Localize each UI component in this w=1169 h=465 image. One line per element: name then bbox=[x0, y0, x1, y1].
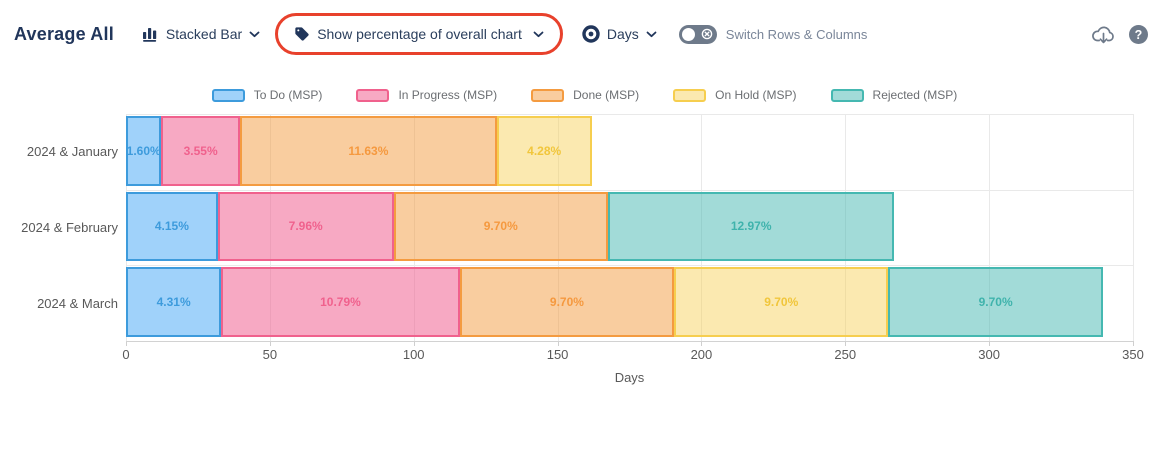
gridline-x bbox=[1133, 114, 1134, 341]
legend-label: Done (MSP) bbox=[573, 88, 640, 102]
legend-swatch-icon bbox=[531, 88, 565, 102]
axis-tick bbox=[413, 341, 415, 346]
chart-type-dropdown[interactable]: Stacked Bar bbox=[142, 26, 260, 42]
bar-percent-label: 1.60% bbox=[126, 143, 161, 158]
bar-segment[interactable]: 1.60% bbox=[126, 116, 162, 186]
gridline-x bbox=[989, 114, 991, 341]
legend-swatch-icon bbox=[356, 88, 390, 102]
legend-item[interactable]: Rejected (MSP) bbox=[830, 88, 958, 102]
switch-rows-columns-label: Switch Rows & Columns bbox=[725, 26, 868, 42]
svg-text:?: ? bbox=[1135, 28, 1143, 42]
toggle-off-x-icon bbox=[701, 28, 713, 40]
x-tick-label: 0 bbox=[122, 347, 130, 362]
axis-tick bbox=[126, 341, 127, 346]
legend-label: To Do (MSP) bbox=[253, 88, 323, 102]
percentage-mode-label: Show percentage of overall chart bbox=[317, 26, 522, 42]
bar-segment[interactable]: 11.63% bbox=[239, 116, 497, 186]
bar-segment[interactable]: 10.79% bbox=[221, 267, 460, 337]
bar-percent-label: 4.28% bbox=[527, 143, 562, 158]
question-mark-icon: ? bbox=[1129, 24, 1148, 44]
axis-tick bbox=[701, 341, 703, 346]
row-label: 2024 & March bbox=[37, 295, 118, 311]
bar-percent-label: 12.97% bbox=[730, 219, 772, 234]
switch-rows-columns-group: Switch Rows & Columns bbox=[678, 24, 868, 44]
axis-tick bbox=[845, 341, 847, 346]
chevron-down-icon bbox=[533, 31, 544, 37]
bar-chart-icon bbox=[142, 28, 157, 42]
help-button[interactable]: ? bbox=[1128, 24, 1149, 45]
chart-type-label: Stacked Bar bbox=[165, 26, 243, 42]
bar-segment[interactable]: 12.97% bbox=[607, 191, 895, 262]
legend-swatch-icon bbox=[211, 88, 245, 102]
legend-swatch-icon bbox=[830, 88, 864, 102]
tag-icon bbox=[295, 27, 309, 41]
axis-tick bbox=[1133, 341, 1134, 346]
bar-percent-label: 3.55% bbox=[183, 143, 218, 158]
x-tick-label: 50 bbox=[262, 347, 278, 362]
bar-segment[interactable]: 9.70% bbox=[459, 267, 675, 337]
percentage-mode-dropdown[interactable]: Show percentage of overall chart bbox=[294, 26, 544, 42]
bar-percent-label: 9.70% bbox=[549, 295, 584, 310]
gridline-y bbox=[126, 189, 1133, 191]
toolbar: Average All Stacked Bar Show percentage … bbox=[0, 0, 1169, 68]
x-tick-label: 300 bbox=[978, 347, 1000, 362]
x-axis-title: Days bbox=[614, 370, 645, 385]
export-button[interactable] bbox=[1091, 24, 1116, 45]
legend-label: On Hold (MSP) bbox=[715, 88, 797, 102]
row-label: 2024 & February bbox=[21, 219, 118, 235]
bar-segment[interactable]: 9.70% bbox=[888, 267, 1103, 337]
gridline-y bbox=[126, 341, 1133, 342]
gridline-y bbox=[126, 265, 1133, 267]
x-tick-label: 200 bbox=[690, 347, 713, 362]
bar-percent-label: 7.96% bbox=[288, 219, 323, 234]
axis-tick bbox=[989, 341, 991, 346]
toggle-knob-icon bbox=[681, 27, 695, 41]
legend-item[interactable]: To Do (MSP) bbox=[211, 88, 323, 102]
axis-tick bbox=[557, 341, 559, 346]
x-tick-label: 350 bbox=[1122, 347, 1144, 362]
bar-percent-label: 4.31% bbox=[156, 295, 191, 310]
bar-percent-label: 9.70% bbox=[483, 219, 518, 234]
x-tick-label: 150 bbox=[546, 347, 569, 362]
x-tick-label: 100 bbox=[402, 347, 425, 362]
toolbar-actions: ? bbox=[1091, 24, 1149, 45]
bar-percent-label: 9.70% bbox=[978, 295, 1013, 310]
legend-item[interactable]: On Hold (MSP) bbox=[673, 88, 797, 102]
bar-segment[interactable]: 9.70% bbox=[393, 191, 608, 262]
bar-segment[interactable]: 4.28% bbox=[496, 116, 592, 186]
unit-label: Days bbox=[606, 26, 639, 42]
bar-segment[interactable]: 4.15% bbox=[126, 191, 218, 262]
chart-legend: To Do (MSP) In Progress (MSP) Done (MSP) On… bbox=[0, 88, 1169, 102]
gridline-y bbox=[126, 114, 1133, 115]
bar-segment[interactable]: 4.31% bbox=[126, 267, 222, 337]
bar-percent-label: 9.70% bbox=[764, 295, 799, 310]
bar-segment[interactable]: 7.96% bbox=[217, 191, 394, 262]
annotation-highlight: Show percentage of overall chart bbox=[275, 13, 563, 55]
legend-item[interactable]: Done (MSP) bbox=[531, 88, 639, 102]
page-title: Average All bbox=[14, 23, 114, 44]
bar-percent-label: 4.15% bbox=[154, 219, 189, 234]
legend-item[interactable]: In Progress (MSP) bbox=[356, 88, 497, 102]
switch-rows-columns-toggle[interactable] bbox=[678, 24, 717, 44]
legend-label: Rejected (MSP) bbox=[872, 88, 958, 102]
bar-segment[interactable]: 3.55% bbox=[161, 116, 240, 186]
bar-percent-label: 11.63% bbox=[348, 143, 389, 158]
bar-percent-label: 10.79% bbox=[320, 295, 361, 310]
chevron-down-icon bbox=[249, 31, 260, 37]
bar-segment[interactable]: 9.70% bbox=[674, 267, 889, 337]
chevron-down-icon bbox=[646, 31, 657, 37]
bullseye-icon bbox=[582, 25, 600, 43]
cloud-download-icon bbox=[1092, 26, 1114, 43]
legend-label: In Progress (MSP) bbox=[398, 88, 498, 102]
unit-dropdown[interactable]: Days bbox=[582, 25, 657, 43]
legend-swatch-icon bbox=[673, 88, 707, 102]
axis-tick bbox=[269, 341, 271, 346]
row-label: 2024 & January bbox=[26, 144, 118, 160]
x-tick-label: 250 bbox=[834, 347, 857, 362]
